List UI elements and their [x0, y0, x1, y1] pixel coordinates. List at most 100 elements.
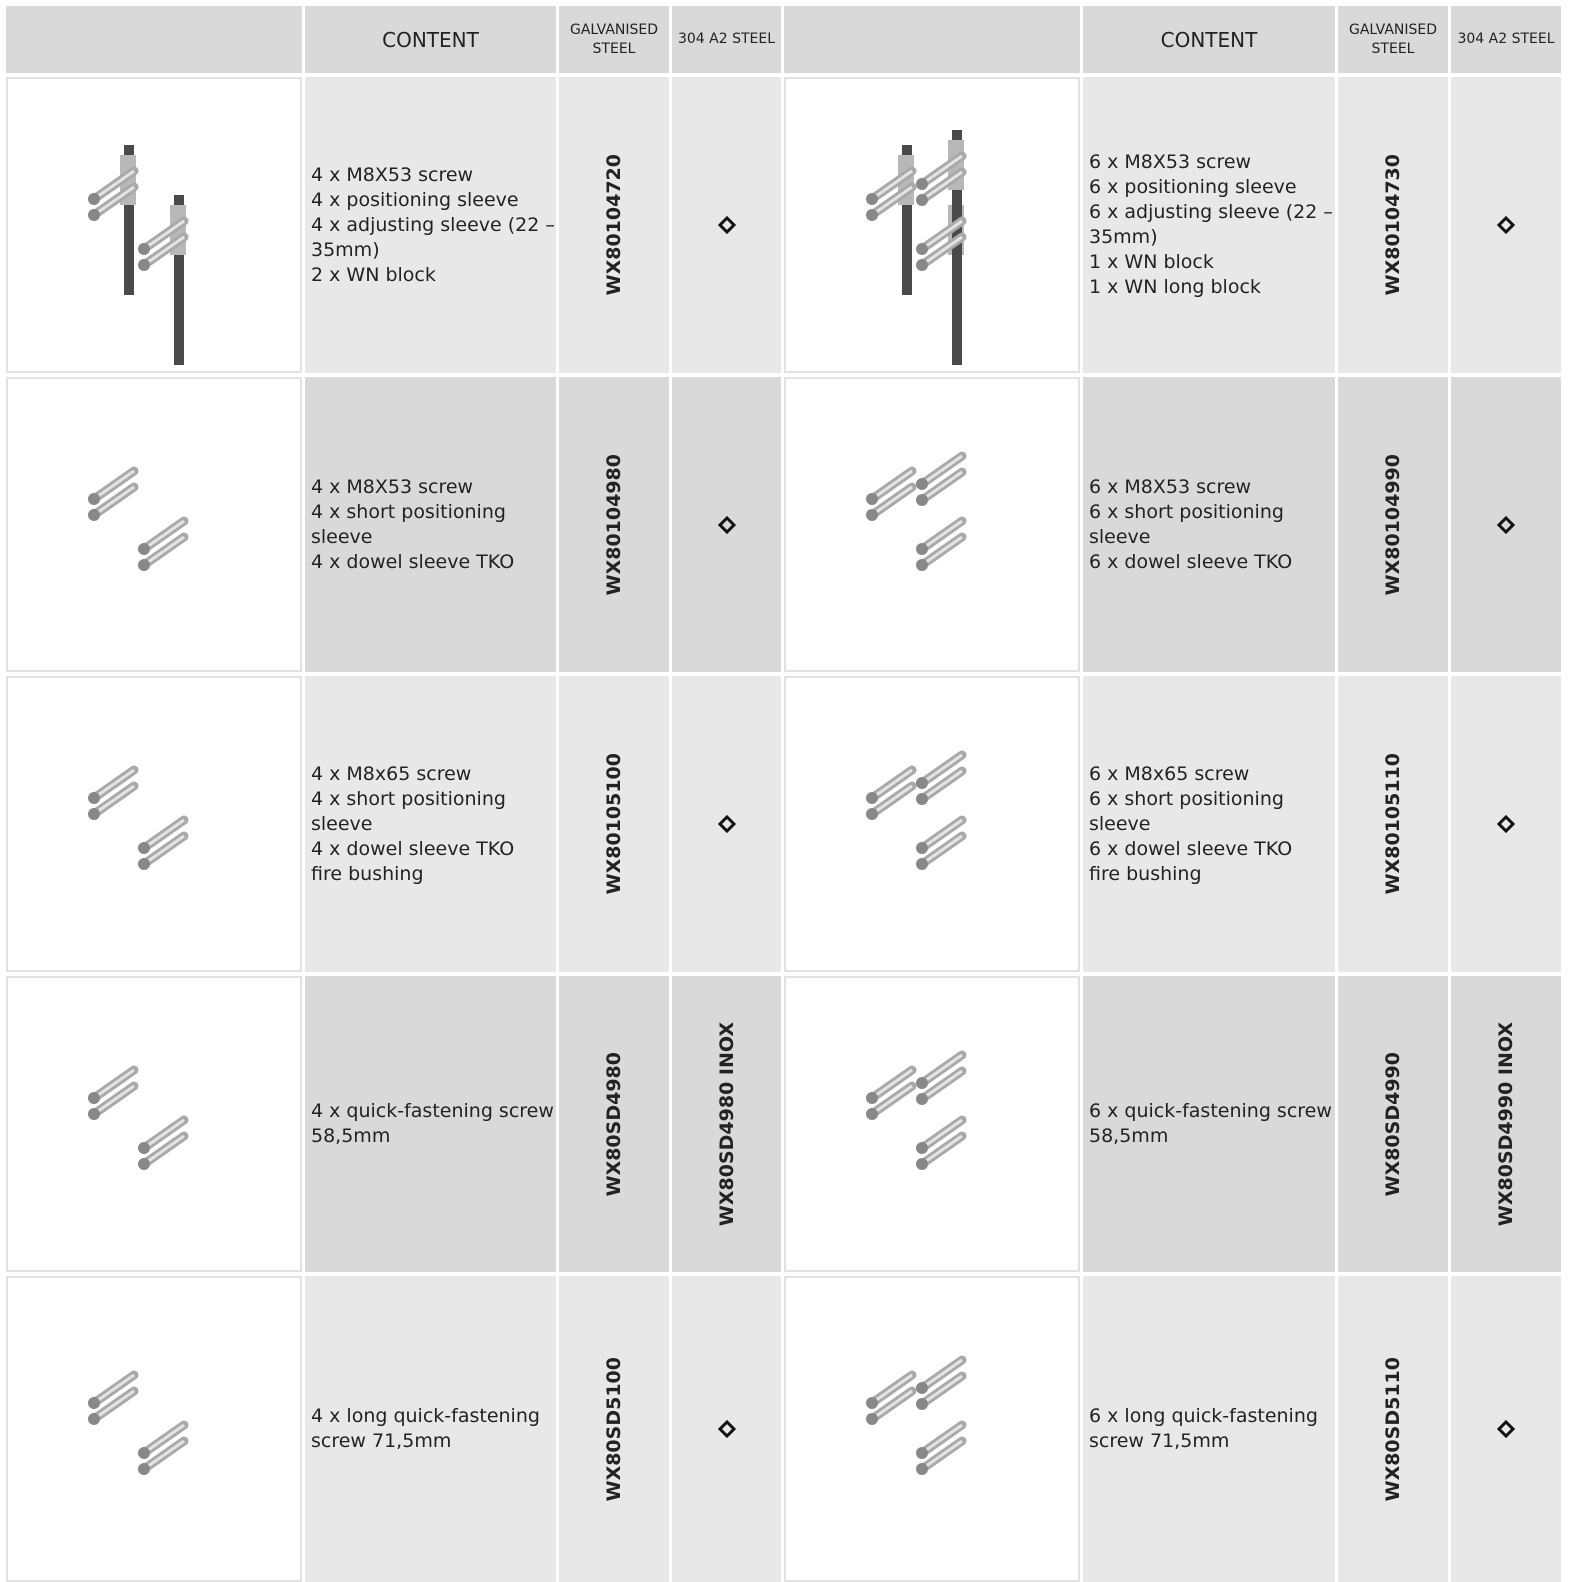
- content-text: 4 x M8X53 screw 4 x positioning sleeve 4 x…: [311, 163, 556, 288]
- article-code: WX80104980: [603, 453, 625, 596]
- a2-cell: [1451, 77, 1561, 373]
- galvanised-cell: WX80104980: [559, 377, 669, 672]
- content-line: 6 x adjusting sleeve (22 – 35mm): [1089, 201, 1333, 248]
- a2-cell: [672, 77, 781, 373]
- content-line: 6 x dowel sleeve TKO: [1089, 837, 1293, 860]
- content-line: 6 x long quick-fastening screw 71,5mm: [1089, 1405, 1318, 1452]
- image-cell: [6, 377, 302, 672]
- a2-cell: [672, 676, 781, 972]
- image-cell: [784, 976, 1080, 1272]
- image-cell: [6, 1276, 302, 1582]
- content-cell: 4 x M8X53 screw 4 x positioning sleeve 4 x…: [305, 77, 556, 373]
- content-cell: 4 x M8X53 screw 4 x short positioning sle…: [305, 377, 556, 672]
- content-text: 4 x long quick-fastening screw 71,5mm: [311, 1404, 556, 1454]
- header-cell: GALVANISED STEEL: [1338, 6, 1448, 73]
- content-text: 6 x long quick-fastening screw 71,5mm: [1089, 1404, 1335, 1454]
- content-line: 4 x M8X53 screw: [311, 163, 474, 186]
- content-line: fire bushing: [311, 862, 424, 885]
- image-cell: [784, 377, 1080, 672]
- content-cell: 6 x M8X53 screw 6 x positioning sleeve 6 x…: [1083, 77, 1335, 373]
- header-cell: GALVANISED STEEL: [559, 6, 669, 73]
- content-line: 6 x short positioning sleeve: [1089, 787, 1284, 835]
- content-line: 2 x WN block: [311, 263, 436, 286]
- article-code: WX80105110: [1382, 753, 1404, 895]
- header-cell: CONTENT: [305, 6, 556, 73]
- content-line: fire bushing: [1089, 862, 1202, 885]
- product-image: [866, 1050, 967, 1170]
- image-cell: [6, 676, 302, 972]
- content-cell: 6 x long quick-fastening screw 71,5mm: [1083, 1276, 1335, 1582]
- product-image: [88, 765, 189, 870]
- content-line: 6 x dowel sleeve TKO: [1089, 550, 1293, 573]
- content-line: 1 x WN long block: [1089, 276, 1261, 298]
- image-cell: [784, 77, 1080, 373]
- content-line: 6 x short positioning sleeve: [1089, 500, 1284, 548]
- a2-cell: [1451, 1276, 1561, 1582]
- content-text: 4 x quick-fastening screw 58,5mm: [311, 1099, 556, 1149]
- content-line: 1 x WN block: [1089, 251, 1214, 273]
- a2-cell: [1451, 676, 1561, 972]
- article-code: WX80SD5110: [1382, 1356, 1404, 1502]
- image-cell: [6, 77, 302, 373]
- header-blank: [6, 6, 302, 73]
- galvanised-cell: WX80105100: [559, 676, 669, 972]
- a2-cell: [1451, 377, 1561, 672]
- product-image: [866, 1355, 967, 1475]
- content-line: 4 x M8x65 screw: [311, 762, 472, 785]
- article-code: WX80105100: [603, 753, 625, 895]
- availability-mark: [1496, 515, 1516, 534]
- image-cell: [6, 976, 302, 1272]
- a2-cell: WX80SD4980 INOX: [672, 976, 781, 1272]
- image-cell: [784, 1276, 1080, 1582]
- availability-mark: [717, 814, 736, 834]
- availability-mark: [717, 1419, 736, 1439]
- content-line: 6 x quick-fastening screw 58,5mm: [1089, 1100, 1332, 1147]
- content-line: 6 x M8X53 screw: [1089, 151, 1252, 173]
- content-line: 6 x positioning sleeve: [1089, 176, 1297, 198]
- galvanised-cell: WX80104720: [559, 77, 669, 373]
- availability-mark: [717, 215, 736, 235]
- article-code: WX80104720: [603, 154, 625, 296]
- galvanised-cell: WX80104730: [1338, 77, 1448, 373]
- content-line: 6 x M8x65 screw: [1089, 762, 1250, 785]
- content-cell: 6 x quick-fastening screw 58,5mm: [1083, 976, 1335, 1272]
- galvanised-cell: WX80SD5110: [1338, 1276, 1448, 1582]
- availability-mark: [717, 515, 736, 534]
- content-cell: 6 x M8x65 screw 6 x short positioning sle…: [1083, 676, 1335, 972]
- content-text: 6 x M8X53 screw 6 x short positioning sle…: [1089, 475, 1335, 575]
- product-image: [88, 1065, 189, 1170]
- content-line: 4 x short positioning sleeve: [311, 787, 506, 835]
- content-line: 4 x adjusting sleeve (22 – 35mm): [311, 213, 555, 261]
- content-line: 4 x short positioning sleeve: [311, 500, 506, 548]
- article-code: WX80SD4980: [603, 1051, 625, 1197]
- galvanised-cell: WX80SD5100: [559, 1276, 669, 1582]
- header-cell: 304 A2 STEEL: [672, 6, 781, 73]
- content-line: 4 x dowel sleeve TKO: [311, 550, 515, 573]
- article-code: WX80SD4980 INOX: [715, 1021, 738, 1227]
- content-line: 4 x M8X53 screw: [311, 475, 474, 498]
- availability-mark: [1496, 814, 1516, 834]
- header-cell: 304 A2 STEEL: [1451, 6, 1561, 73]
- content-line: 4 x positioning sleeve: [311, 188, 519, 211]
- content-text: 6 x M8x65 screw 6 x short positioning sle…: [1089, 762, 1335, 887]
- content-cell: 4 x quick-fastening screw 58,5mm: [305, 976, 556, 1272]
- product-image: [866, 130, 967, 365]
- image-cell: [784, 676, 1080, 972]
- a2-cell: WX80SD4990 INOX: [1451, 976, 1561, 1272]
- product-image: [866, 451, 967, 571]
- galvanised-cell: WX80104990: [1338, 377, 1448, 672]
- content-line: 4 x dowel sleeve TKO: [311, 837, 515, 860]
- header-cell: CONTENT: [1083, 6, 1335, 73]
- content-line: 4 x quick-fastening screw 58,5mm: [311, 1100, 554, 1147]
- article-code: WX80SD4990: [1382, 1051, 1404, 1197]
- a2-cell: [672, 1276, 781, 1582]
- article-code: WX80104990: [1382, 453, 1404, 596]
- availability-mark: [1496, 215, 1516, 235]
- content-text: 4 x M8X53 screw 4 x short positioning sle…: [311, 475, 556, 575]
- article-code: WX80104730: [1382, 154, 1404, 296]
- galvanised-cell: WX80105110: [1338, 676, 1448, 972]
- product-table: CONTENT GALVANISED STEEL 304 A2 STEEL CONTE…: [6, 6, 1561, 1582]
- availability-mark: [1496, 1419, 1516, 1439]
- content-cell: 6 x M8X53 screw 6 x short positioning sle…: [1083, 377, 1335, 672]
